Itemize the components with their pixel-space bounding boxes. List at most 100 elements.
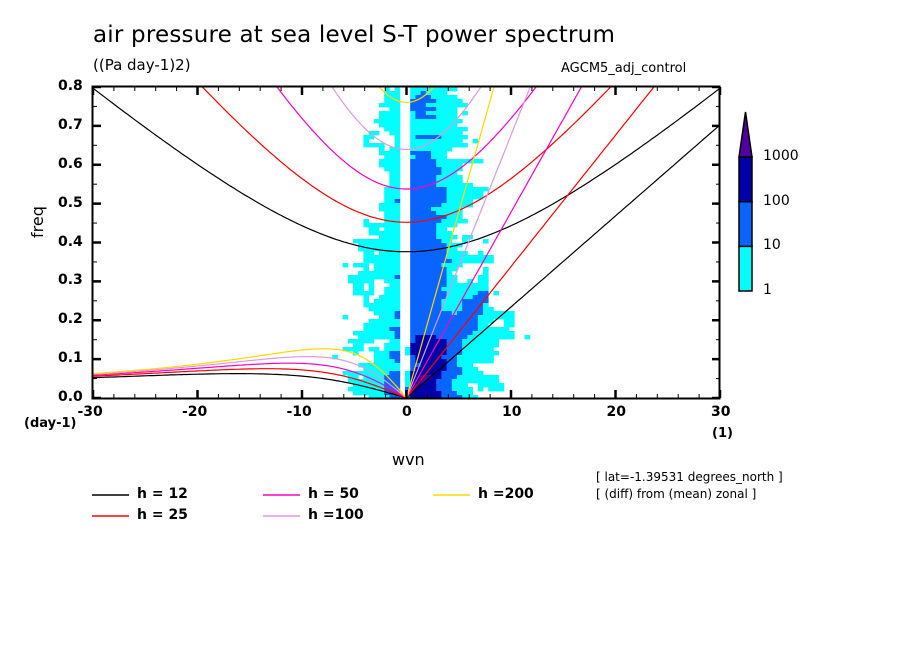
heatmap-cell [483,267,489,272]
heatmap-cell [394,199,401,204]
heatmap-cell [488,327,494,332]
heatmap-cell [353,387,359,392]
heatmap-cell [368,307,375,312]
heatmap-cell [368,367,375,372]
heatmap-cell [436,347,442,352]
heatmap-cell [488,343,494,348]
heatmap-cell [431,147,437,152]
heatmap-cell [353,287,359,292]
heatmap-cell [394,195,401,200]
heatmap-cell [451,251,458,256]
heatmap-cell [457,219,463,224]
heatmap-cell [425,179,432,184]
heatmap-cell [451,175,458,180]
heatmap-cell [415,347,421,352]
heatmap-cell [425,103,432,108]
heatmap-cell [415,227,421,232]
heatmap-cell [488,335,494,340]
y-tick-label: 0.4 [58,233,83,250]
heatmap-cell [436,119,442,124]
heatmap-cell [389,263,395,268]
heatmap-cell [467,299,473,304]
heatmap-cell [384,255,390,260]
heatmap-cell [384,371,390,376]
heatmap-cell [446,271,453,276]
heatmap-cell [457,183,463,188]
heatmap-cell [368,375,375,380]
heatmap-cell [415,235,421,240]
heatmap-cell [394,243,401,248]
heatmap-cell [420,315,427,320]
heatmap-cell [384,251,390,256]
heatmap-cell [363,323,369,328]
heatmap-cell [441,275,447,280]
heatmap-cell [446,159,453,164]
heatmap-cell [431,179,437,184]
heatmap-cell [441,87,447,92]
heatmap-cell [472,327,479,332]
heatmap-cell [410,331,416,336]
heatmap-cell [389,179,395,184]
chart-units: ((Pa day-1)2) [93,56,191,74]
heatmap-cell [462,379,468,384]
heatmap-cell [384,199,390,204]
heatmap-cell [384,99,390,104]
heatmap-cell [415,243,421,248]
heatmap-cell [472,347,479,352]
heatmap-cell [425,263,432,268]
heatmap-cell [462,303,468,308]
heatmap-cell [384,223,390,228]
heatmap-cell [488,255,494,260]
heatmap-cell [394,215,401,220]
heatmap-cell [446,367,453,372]
heatmap-cell [462,359,468,364]
heatmap-cell [431,239,437,244]
heatmap-cell [405,383,411,388]
heatmap-cell [477,291,484,296]
heatmap-cell [379,335,385,340]
heatmap-cell [431,187,437,192]
heatmap-cell [394,347,401,352]
heatmap-cell [472,375,479,380]
heatmap-cell [467,359,473,364]
heatmap-cell [394,375,401,380]
heatmap-cell [441,103,447,108]
heatmap-cell [483,319,489,324]
heatmap-cell [363,143,369,148]
heatmap-cell [451,383,458,388]
heatmap-cell [446,247,453,252]
heatmap-cell [493,339,499,344]
heatmap-cell [483,347,489,352]
heatmap-cell [441,215,447,220]
heatmap-cell [389,147,395,152]
heatmap-cell [405,375,411,380]
dispersion-curves [93,87,720,398]
heatmap-cell [410,255,416,260]
heatmap-cell [347,279,354,284]
heatmap-cell [431,139,437,144]
heatmap-cell [394,91,401,96]
heatmap-cell [379,331,385,336]
heatmap-cell [457,383,463,388]
heatmap-cell [457,243,463,248]
heatmap-cell [384,315,390,320]
heatmap-cell [451,187,458,192]
heatmap-cell [358,335,364,340]
heatmap-cell [488,319,494,324]
heatmap-cell [394,179,401,184]
heatmap-cell [373,311,380,316]
heatmap-cell [410,295,416,300]
heatmap-cell [394,383,401,388]
heatmap-cell [353,343,359,348]
heatmap-cell [446,299,453,304]
heatmap-cell [384,343,390,348]
y-unit-label: (day-1) [24,416,77,431]
heatmap-cell [373,335,380,340]
heatmap-cell [457,127,463,132]
heatmap-cell [420,175,427,180]
heatmap-cell [441,199,447,204]
heatmap-cell [477,339,484,344]
heatmap-cell [425,359,432,364]
heatmap-cell [389,367,395,372]
heatmap-cell [379,391,385,396]
